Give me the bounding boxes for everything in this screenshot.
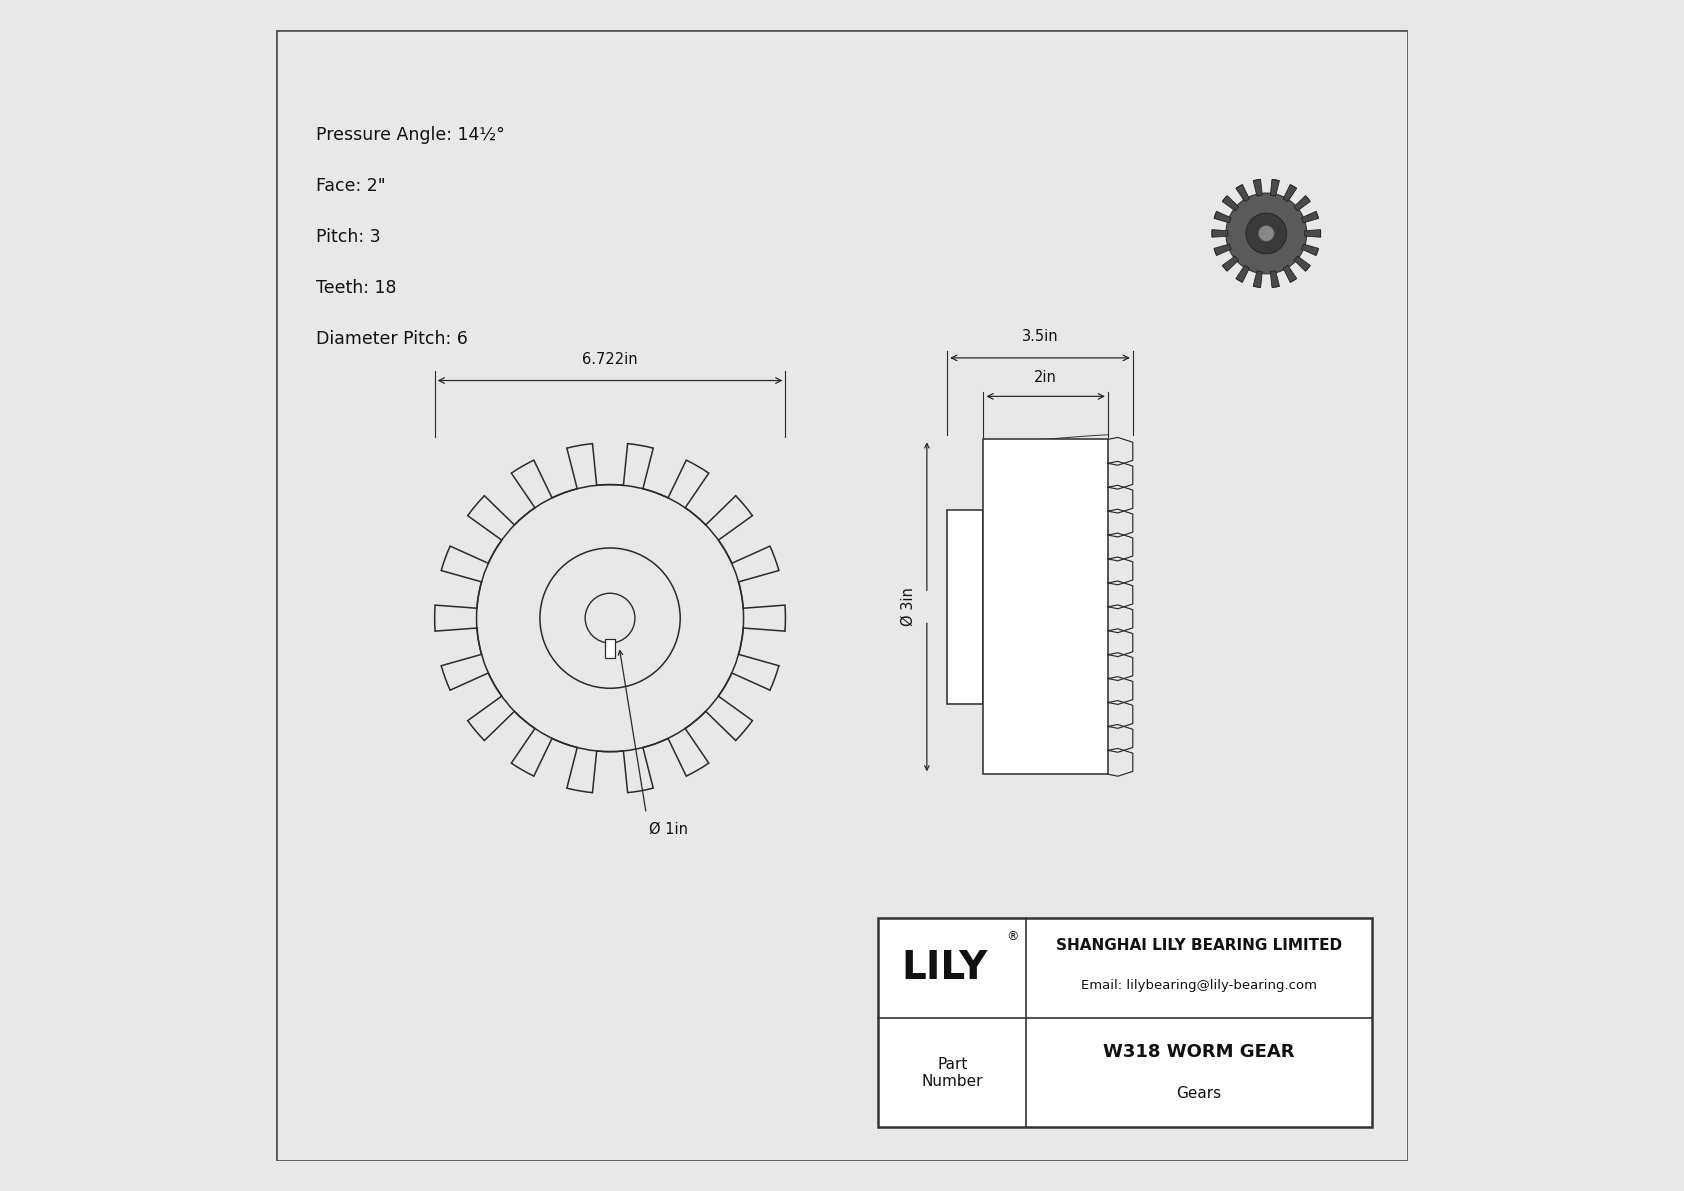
Polygon shape bbox=[1270, 180, 1280, 197]
Bar bbox=[605, 640, 615, 657]
Ellipse shape bbox=[1226, 193, 1307, 274]
Text: Ø 3in: Ø 3in bbox=[901, 587, 916, 626]
Text: Email: lilybearing@lily-bearing.com: Email: lilybearing@lily-bearing.com bbox=[1081, 979, 1317, 992]
Polygon shape bbox=[1270, 270, 1280, 287]
Polygon shape bbox=[1214, 211, 1231, 223]
Polygon shape bbox=[1283, 266, 1297, 282]
Ellipse shape bbox=[1258, 225, 1275, 242]
Polygon shape bbox=[1293, 256, 1310, 272]
Polygon shape bbox=[1236, 185, 1250, 201]
Polygon shape bbox=[1212, 230, 1228, 237]
Text: Teeth: 18: Teeth: 18 bbox=[317, 279, 396, 297]
Text: ®: ® bbox=[1005, 930, 1019, 943]
Bar bbox=[946, 510, 983, 704]
Text: W318 WORM GEAR: W318 WORM GEAR bbox=[1103, 1043, 1295, 1061]
Text: Pitch: 3: Pitch: 3 bbox=[317, 227, 381, 245]
Polygon shape bbox=[1302, 244, 1319, 256]
Text: LILY: LILY bbox=[901, 949, 987, 987]
Text: 6.722in: 6.722in bbox=[583, 353, 638, 367]
Polygon shape bbox=[1223, 256, 1239, 272]
Polygon shape bbox=[1283, 185, 1297, 201]
Polygon shape bbox=[1236, 266, 1250, 282]
Polygon shape bbox=[1293, 195, 1310, 211]
Bar bbox=[879, 918, 1371, 1127]
Bar bbox=[983, 439, 1108, 774]
Text: SHANGHAI LILY BEARING LIMITED: SHANGHAI LILY BEARING LIMITED bbox=[1056, 939, 1342, 953]
Polygon shape bbox=[1223, 195, 1239, 211]
Text: Part
Number: Part Number bbox=[921, 1056, 983, 1089]
Text: 3.5in: 3.5in bbox=[1022, 330, 1058, 344]
Text: Gears: Gears bbox=[1177, 1086, 1221, 1100]
Text: 2in: 2in bbox=[1034, 370, 1058, 385]
Polygon shape bbox=[1253, 180, 1263, 197]
Polygon shape bbox=[1305, 230, 1320, 237]
Text: Face: 2": Face: 2" bbox=[317, 177, 386, 195]
Polygon shape bbox=[1214, 244, 1231, 256]
Text: Diameter Pitch: 6: Diameter Pitch: 6 bbox=[317, 330, 468, 348]
Polygon shape bbox=[1253, 270, 1263, 287]
Text: Pressure Angle: 14½°: Pressure Angle: 14½° bbox=[317, 126, 505, 144]
Text: Ø 1in: Ø 1in bbox=[648, 822, 687, 837]
Ellipse shape bbox=[1246, 213, 1287, 254]
Polygon shape bbox=[1302, 211, 1319, 223]
